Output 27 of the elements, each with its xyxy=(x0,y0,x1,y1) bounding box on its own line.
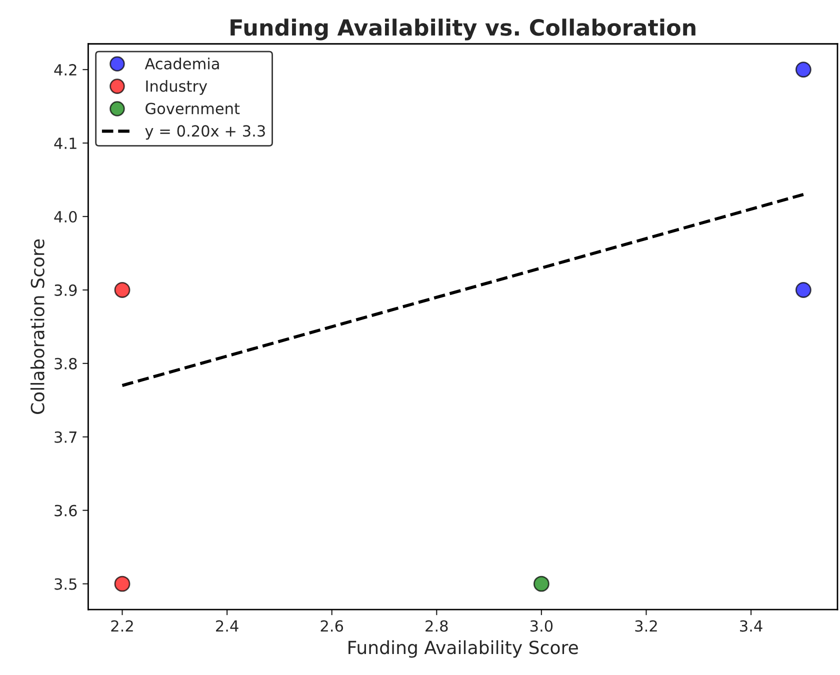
y-tick-label: 4.1 xyxy=(54,138,76,149)
legend-label: Industry xyxy=(146,80,208,95)
x-tick-label: 2.8 xyxy=(426,620,448,632)
y-tick-label: 3.7 xyxy=(54,431,76,443)
x-tick-label: 2.2 xyxy=(111,620,133,632)
y-tick-label: 3.5 xyxy=(54,578,76,590)
y-axis-title: Collaboration Score xyxy=(30,239,44,414)
x-tick-label: 2.4 xyxy=(216,620,238,632)
point xyxy=(795,282,812,298)
y-tick-label: 3.9 xyxy=(54,284,77,296)
x-tick-label: 2.6 xyxy=(320,620,344,632)
chart-title: Funding Availability vs. Collaboration xyxy=(230,18,696,40)
point xyxy=(114,282,130,298)
point xyxy=(795,62,812,78)
y-tick-label: 3.8 xyxy=(54,358,77,370)
x-tick-label: 3.4 xyxy=(740,620,762,632)
x-tick-label: 3.0 xyxy=(530,620,553,632)
point xyxy=(533,576,550,592)
y-tick-label: 4.0 xyxy=(54,210,77,223)
x-tick-label: 3.2 xyxy=(635,620,657,632)
x-axis-title: Funding Availability Score xyxy=(348,640,578,658)
legend-label: Academia xyxy=(144,58,219,70)
y-tick-label: 3.6 xyxy=(54,504,77,516)
y-tick-label: 4.2 xyxy=(54,64,76,76)
point xyxy=(114,576,130,592)
legend-label: y = 0.20x + 3.3 xyxy=(145,125,265,140)
legend-label: Government xyxy=(146,102,240,114)
